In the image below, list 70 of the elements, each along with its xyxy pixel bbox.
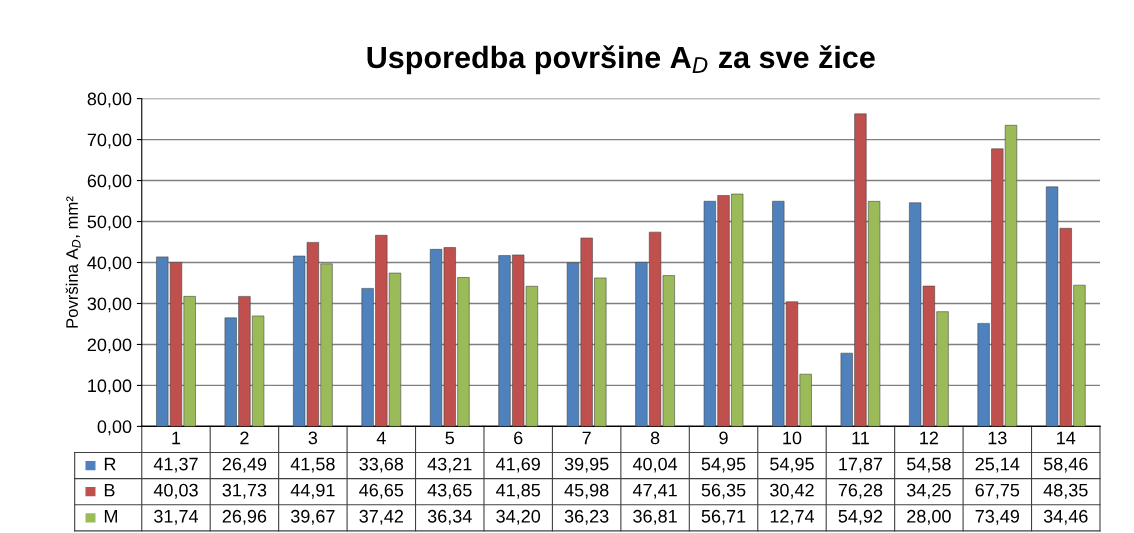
data-label: 37,42 <box>359 509 403 525</box>
x-tick-label: 4 <box>376 431 386 445</box>
x-tick-label: 12 <box>920 431 938 445</box>
y-tick-label: 30,00 <box>87 297 132 313</box>
data-label: 40,03 <box>153 483 198 499</box>
chart-title: Usporedba površine A$_{D}$ za sve žice <box>367 45 875 75</box>
data-label: 43,21 <box>427 457 472 473</box>
y-axis-title: Površina A$_{D}$, mm² <box>65 196 81 328</box>
x-tick-label: 1 <box>172 431 181 445</box>
data-label: 76,28 <box>838 483 883 499</box>
data-label: 41,37 <box>153 457 198 473</box>
x-tick-label: 5 <box>445 431 455 445</box>
legend-label: B <box>104 483 115 497</box>
data-label: 47,41 <box>632 483 677 499</box>
x-tick-label: 9 <box>719 431 728 445</box>
y-tick-label: 0,00 <box>97 420 132 436</box>
data-label: 12,74 <box>770 509 815 525</box>
data-label: 30,42 <box>770 483 814 499</box>
data-label: 44,91 <box>290 483 335 499</box>
y-tick-label: 60,00 <box>87 174 132 190</box>
data-label: 54,95 <box>770 457 814 473</box>
data-label: 36,81 <box>633 509 677 525</box>
x-tick-label: 3 <box>308 431 318 445</box>
legend-label: R <box>104 457 116 471</box>
data-label: 45,98 <box>564 483 609 499</box>
data-label: 48,35 <box>1043 483 1088 499</box>
data-label: 26,96 <box>222 509 267 525</box>
x-tick-label: 6 <box>514 431 523 445</box>
data-label: 67,75 <box>975 483 1020 499</box>
data-label: 54,95 <box>701 457 746 473</box>
data-label: 26,49 <box>222 457 267 473</box>
y-tick-label: 10,00 <box>88 379 132 395</box>
data-label: 34,20 <box>496 509 541 525</box>
data-label: 46,65 <box>359 483 404 499</box>
x-tick-label: 11 <box>852 431 869 445</box>
data-label: 41,58 <box>290 457 335 473</box>
x-tick-label: 7 <box>582 431 591 445</box>
data-label: 39,67 <box>290 509 335 525</box>
x-tick-label: 14 <box>1057 431 1076 445</box>
data-label: 33,68 <box>359 457 404 473</box>
data-label: 58,46 <box>1043 457 1088 473</box>
data-label: 43,65 <box>427 483 472 499</box>
x-tick-label: 8 <box>650 431 660 445</box>
data-label: 36,34 <box>427 509 472 525</box>
y-tick-label: 20,00 <box>87 338 132 354</box>
x-tick-label: 13 <box>988 431 1007 445</box>
y-tick-label: 80,00 <box>87 92 132 108</box>
data-label: 31,74 <box>154 509 199 525</box>
data-label: 17,87 <box>839 457 883 473</box>
y-tick-label: 70,00 <box>87 133 132 149</box>
data-label: 41,69 <box>496 457 540 473</box>
data-label: 54,58 <box>907 457 951 473</box>
x-tick-label: 2 <box>240 431 249 445</box>
legend-label: M <box>104 510 117 523</box>
data-label: 34,46 <box>1043 509 1088 525</box>
data-label: 73,49 <box>975 509 1020 525</box>
x-tick-label: 10 <box>783 431 802 445</box>
data-label: 28,00 <box>907 509 951 525</box>
data-label: 34,25 <box>906 483 951 499</box>
data-label: 39,95 <box>564 457 609 473</box>
data-label: 56,71 <box>701 509 746 525</box>
data-label: 54,92 <box>838 509 883 525</box>
data-label: 56,35 <box>701 483 746 499</box>
data-label: 36,23 <box>564 509 609 525</box>
y-tick-label: 40,00 <box>87 256 132 272</box>
data-label: 41,85 <box>496 483 541 499</box>
data-label: 25,14 <box>975 457 1020 473</box>
y-tick-label: 50,00 <box>87 215 132 231</box>
data-label: 40,04 <box>632 457 678 473</box>
data-label: 31,73 <box>222 483 267 499</box>
